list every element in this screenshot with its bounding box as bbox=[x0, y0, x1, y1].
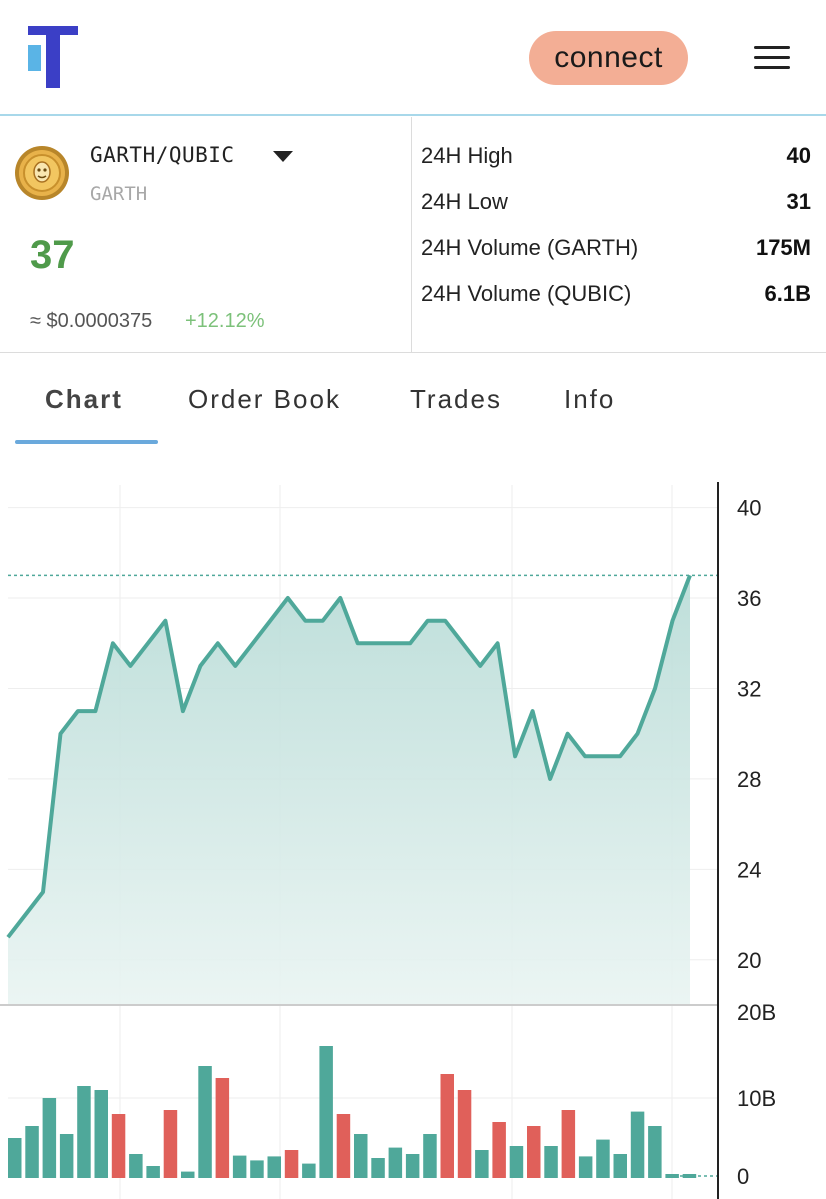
volume-bar bbox=[492, 1122, 506, 1178]
chart-canvas[interactable]: 40 36 32 28 24 20 20B 10B 0 bbox=[0, 470, 826, 1199]
stat-24h-volume-qubic: 24H Volume (QUBIC) 6.1B bbox=[421, 281, 811, 311]
volume-bar bbox=[284, 1150, 299, 1178]
volume-bar bbox=[388, 1147, 403, 1178]
volume-bar bbox=[405, 1154, 420, 1178]
stat-label: 24H Low bbox=[421, 189, 508, 214]
stat-value: 6.1B bbox=[764, 281, 811, 306]
connect-button[interactable]: connect bbox=[529, 31, 688, 85]
y-tick-label: 36 bbox=[737, 586, 761, 611]
stat-label: 24H Volume (QUBIC) bbox=[421, 281, 632, 306]
tab-bar: Chart Order Book Trades Info bbox=[0, 354, 826, 446]
volume-bar bbox=[561, 1110, 576, 1178]
volume-bar bbox=[440, 1074, 454, 1178]
garth-coin-icon bbox=[15, 146, 69, 200]
volume-bar bbox=[336, 1114, 351, 1178]
volume-bar bbox=[232, 1155, 247, 1178]
volume-bar bbox=[250, 1160, 264, 1178]
y-tick-label: 20 bbox=[737, 948, 761, 973]
stat-value: 40 bbox=[786, 143, 811, 168]
volume-tick-label: 10B bbox=[737, 1086, 776, 1111]
active-tab-indicator bbox=[15, 440, 158, 444]
volume-bar bbox=[181, 1171, 195, 1178]
y-tick-label: 24 bbox=[737, 857, 761, 882]
volume-bar bbox=[665, 1174, 679, 1178]
volume-bar bbox=[544, 1146, 558, 1178]
volume-bar bbox=[42, 1098, 57, 1178]
volume-bar bbox=[371, 1158, 385, 1178]
y-tick-label: 32 bbox=[737, 676, 761, 701]
volume-bar bbox=[302, 1163, 316, 1178]
volume-bar bbox=[94, 1090, 108, 1178]
price-line bbox=[6, 574, 692, 939]
tradepage-logo[interactable] bbox=[28, 26, 80, 88]
usd-price: ≈ $0.0000375 bbox=[30, 310, 153, 332]
stat-24h-low: 24H Low 31 bbox=[421, 189, 811, 219]
stat-label: 24H Volume (GARTH) bbox=[421, 235, 639, 260]
volume-bar bbox=[354, 1134, 368, 1178]
volume-bar bbox=[146, 1166, 160, 1178]
volume-bar bbox=[596, 1139, 610, 1178]
hamburger-menu-icon[interactable] bbox=[754, 46, 790, 70]
volume-bar bbox=[527, 1126, 541, 1178]
volume-bar bbox=[423, 1134, 437, 1178]
volume-bar bbox=[648, 1126, 662, 1178]
volume-tick-label: 20B bbox=[737, 1000, 776, 1025]
volume-bar bbox=[111, 1114, 126, 1178]
stat-value: 175M bbox=[755, 235, 811, 260]
tab-order-book[interactable]: Order Book bbox=[188, 384, 341, 414]
pair-summary: GARTH/QUBIC GARTH 37 ≈ $0.0000375 +12.12… bbox=[0, 117, 412, 352]
price-area-fill bbox=[8, 575, 690, 1005]
volume-bar bbox=[77, 1086, 91, 1178]
last-price: 37 bbox=[30, 233, 75, 277]
volume-bar bbox=[457, 1090, 472, 1178]
stats-panel: 24H High 40 24H Low 31 24H Volume (GARTH… bbox=[413, 117, 826, 352]
tab-trades[interactable]: Trades bbox=[410, 384, 502, 414]
stat-label: 24H High bbox=[421, 143, 513, 168]
tab-chart[interactable]: Chart bbox=[45, 384, 123, 414]
y-tick-label: 28 bbox=[737, 767, 761, 792]
volume-bar bbox=[198, 1066, 212, 1178]
base-asset-label: GARTH bbox=[90, 183, 148, 205]
volume-bar bbox=[319, 1046, 333, 1178]
stat-24h-volume-garth: 24H Volume (GARTH) 175M bbox=[421, 235, 811, 265]
volume-bar bbox=[578, 1156, 593, 1178]
ticker-panel: GARTH/QUBIC GARTH 37 ≈ $0.0000375 +12.12… bbox=[0, 117, 826, 353]
price-chart[interactable]: 40 36 32 28 24 20 20B 10B 0 bbox=[0, 470, 826, 1199]
volume-bar bbox=[129, 1154, 143, 1178]
volume-bar bbox=[163, 1110, 178, 1178]
volume-bar bbox=[682, 1174, 697, 1178]
chevron-down-icon[interactable] bbox=[273, 151, 293, 162]
pair-selector[interactable]: GARTH/QUBIC bbox=[90, 143, 235, 167]
volume-bar bbox=[8, 1138, 22, 1178]
volume-bar bbox=[509, 1146, 524, 1178]
stat-24h-high: 24H High 40 bbox=[421, 143, 811, 173]
y-tick-label: 40 bbox=[737, 496, 761, 521]
volume-bar bbox=[267, 1156, 281, 1178]
price-change: +12.12% bbox=[185, 310, 265, 332]
tab-info[interactable]: Info bbox=[564, 384, 616, 414]
volume-bar bbox=[613, 1154, 627, 1178]
app-header: connect bbox=[0, 0, 826, 116]
volume-tick-label: 0 bbox=[737, 1164, 749, 1189]
stat-value: 31 bbox=[786, 189, 811, 214]
volume-bar bbox=[59, 1134, 74, 1178]
volume-bar bbox=[215, 1078, 230, 1178]
volume-bar bbox=[475, 1150, 489, 1178]
volume-bar bbox=[25, 1126, 39, 1178]
volume-bar bbox=[630, 1111, 645, 1178]
